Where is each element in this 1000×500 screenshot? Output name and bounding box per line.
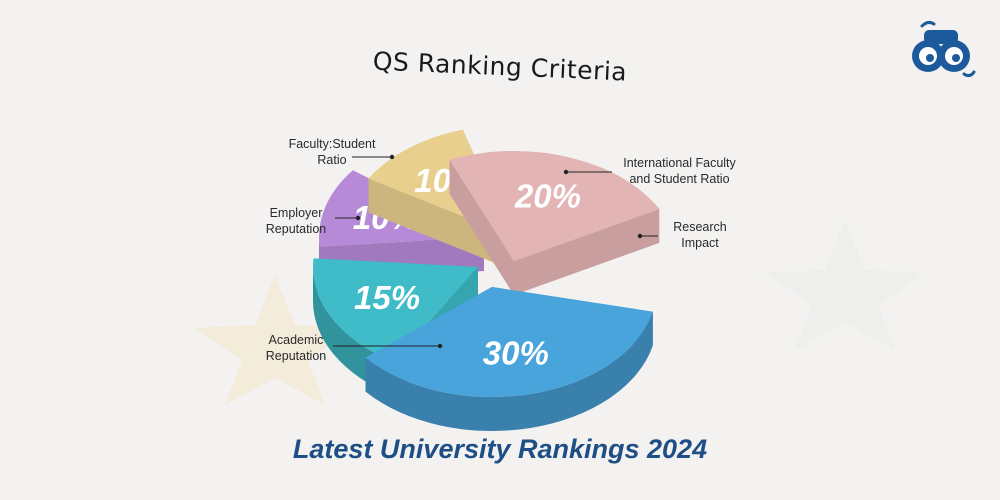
callout-faculty-student-ratio: Faculty:Student Ratio bbox=[288, 137, 376, 167]
callout-leader-dot bbox=[563, 169, 569, 175]
callout-leader-dot bbox=[437, 343, 443, 349]
slice-percent-label: 20% bbox=[514, 178, 581, 215]
background-star-left bbox=[195, 275, 355, 405]
pie-slice-research-impact: 20% bbox=[449, 151, 660, 295]
callout-leader-dot bbox=[389, 154, 395, 160]
callout-leader-dot bbox=[637, 233, 643, 239]
binoculars-icon bbox=[912, 20, 976, 78]
slice-percent-label: 15% bbox=[354, 279, 420, 316]
footer-title: Latest University Rankings 2024 bbox=[292, 434, 708, 464]
callout-leader-dot bbox=[355, 215, 361, 221]
callout-international-ratio: International Faculty and Student Ratio bbox=[623, 156, 736, 186]
background-star-right bbox=[765, 220, 925, 350]
pie-slice-academic-reputation: 30% bbox=[365, 287, 653, 431]
callout-research-impact: Research Impact bbox=[673, 220, 727, 250]
callout-academic-reputation: Academic Reputation bbox=[265, 333, 327, 363]
slice-percent-label: 30% bbox=[483, 334, 549, 371]
callout-employer-reputation: Employer Reputation bbox=[265, 206, 327, 236]
